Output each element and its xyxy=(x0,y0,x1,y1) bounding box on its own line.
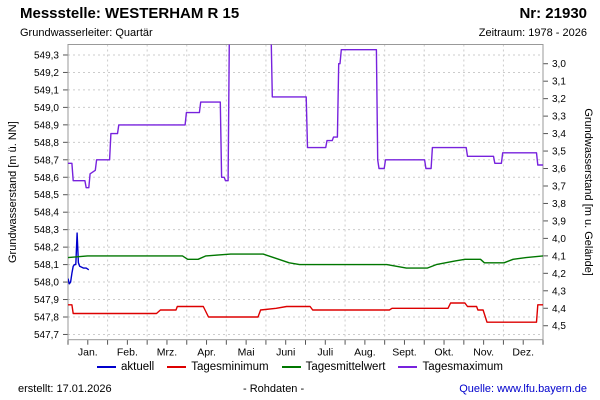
legend-item-aktuell: aktuell xyxy=(97,361,154,373)
y-right-tick-label: 4,1 xyxy=(552,251,566,262)
y-right-tick-label: 3,3 xyxy=(552,112,566,123)
y-left-tick-label: 547,8 xyxy=(34,312,59,323)
y-right-tick-label: 3,5 xyxy=(552,147,566,158)
y-right-tick-label: 4,5 xyxy=(552,321,566,332)
y-right-tick-label: 3,6 xyxy=(552,164,566,175)
y-left-tick-label: 548,7 xyxy=(34,155,59,166)
month-tick-label: Sept. xyxy=(392,347,417,359)
month-tick-label: Jan. xyxy=(78,347,98,359)
created-date-label: erstellt: 17.01.2026 xyxy=(18,383,112,395)
series-Tagesmittelwert xyxy=(68,253,543,269)
y-left-tick-label: 548,1 xyxy=(34,260,59,271)
y-left-tick-label: 549,2 xyxy=(34,68,59,79)
y-right-tick-label: 3,0 xyxy=(552,59,566,70)
series-Tagesmaximum xyxy=(68,44,543,189)
y-left-tick-label: 548,8 xyxy=(34,138,59,149)
y-left-tick-label: 549,1 xyxy=(34,85,59,96)
legend-item-Tagesminimum: Tagesminimum xyxy=(167,361,269,373)
month-tick-label: Okt. xyxy=(434,347,453,359)
groundwater-level-chart: 549,3 549,2 549,1 549,0 548,9 548,8 548,7 548,6… xyxy=(7,44,594,359)
series-layer xyxy=(68,44,543,323)
month-tick-label: Feb. xyxy=(117,347,138,359)
page-title: Messstelle: WESTERHAM R 15 xyxy=(20,5,240,22)
y-left-tick-label: 548,4 xyxy=(34,208,59,219)
legend-line-swatch xyxy=(281,366,301,368)
y-left-tick-label: 547,7 xyxy=(34,330,59,341)
y-right-tick-label: 3,4 xyxy=(552,129,566,140)
y-axis-right-label: Grundwasserstand [m u. Gelände] xyxy=(582,108,594,276)
y-left-tick-label: 548,2 xyxy=(34,243,59,254)
y-right-tick-label: 4,0 xyxy=(552,234,566,245)
y-right-tick-label: 4,3 xyxy=(552,286,566,297)
grid-layer xyxy=(68,44,543,340)
series-aktuell xyxy=(68,232,90,285)
y-right-tick-label: 3,2 xyxy=(552,94,566,105)
legend-label: Tagesmittelwert xyxy=(305,361,386,373)
y-right-tick-label: 4,2 xyxy=(552,269,566,280)
month-tick-label: Dez. xyxy=(512,347,534,359)
month-tick-label: Mai xyxy=(238,347,255,359)
y-left-tick-label: 548,9 xyxy=(34,120,59,131)
y-left-tick-label: 549,0 xyxy=(34,103,59,114)
y-axis-left-label: Grundwasserstand [m ü. NN] xyxy=(7,121,19,263)
legend-line-swatch xyxy=(167,366,187,368)
source-link[interactable]: Quelle: www.lfu.bayern.de xyxy=(459,383,587,395)
y-left-tick-label: 548,5 xyxy=(34,190,59,201)
month-tick-label: Mrz. xyxy=(157,347,177,359)
series-Tagesminimum xyxy=(68,302,543,323)
legend-label: aktuell xyxy=(121,361,155,373)
month-tick-label: Aug. xyxy=(354,347,376,359)
period-label: Zeitraum: 1978 - 2026 xyxy=(478,27,587,39)
y-right-tick-label: 3,8 xyxy=(552,199,566,210)
month-tick-label: Nov. xyxy=(473,347,494,359)
legend-line-swatch xyxy=(398,366,418,368)
y-left-tick-label: 549,3 xyxy=(34,50,59,61)
raw-data-label: - Rohdaten - xyxy=(243,383,305,395)
legend-line-swatch xyxy=(97,366,116,368)
month-tick-label: Juni xyxy=(276,347,295,359)
y-right-tick-label: 3,7 xyxy=(552,181,566,192)
legend-item-Tagesmaximum: Tagesmaximum xyxy=(398,361,503,373)
legend-item-Tagesmittelwert: Tagesmittelwert xyxy=(281,361,386,373)
aquifer-label: Grundwasserleiter: Quartär xyxy=(20,27,153,39)
y-right-tick-label: 3,1 xyxy=(552,77,566,88)
y-left-tick-label: 548,6 xyxy=(34,173,59,184)
chart-legend: aktuell Tagesminimum Tagesmittelwert Tagesm… xyxy=(0,361,600,373)
y-right-tick-label: 4,4 xyxy=(552,304,566,315)
month-tick-label: Apr. xyxy=(197,347,216,359)
y-left-tick-label: 547,9 xyxy=(34,295,59,306)
station-number: Nr: 21930 xyxy=(519,5,587,22)
y-right-tick-label: 3,9 xyxy=(552,216,566,227)
legend-label: Tagesminimum xyxy=(191,361,269,373)
month-tick-label: Juli xyxy=(317,347,333,359)
plot-border xyxy=(67,44,544,341)
legend-label: Tagesmaximum xyxy=(422,361,503,373)
axes-layer: 549,3 549,2 549,1 549,0 548,9 548,8 548,7 548,6… xyxy=(34,50,566,358)
y-left-tick-label: 548,3 xyxy=(34,225,59,236)
y-left-tick-label: 548,0 xyxy=(34,278,59,289)
